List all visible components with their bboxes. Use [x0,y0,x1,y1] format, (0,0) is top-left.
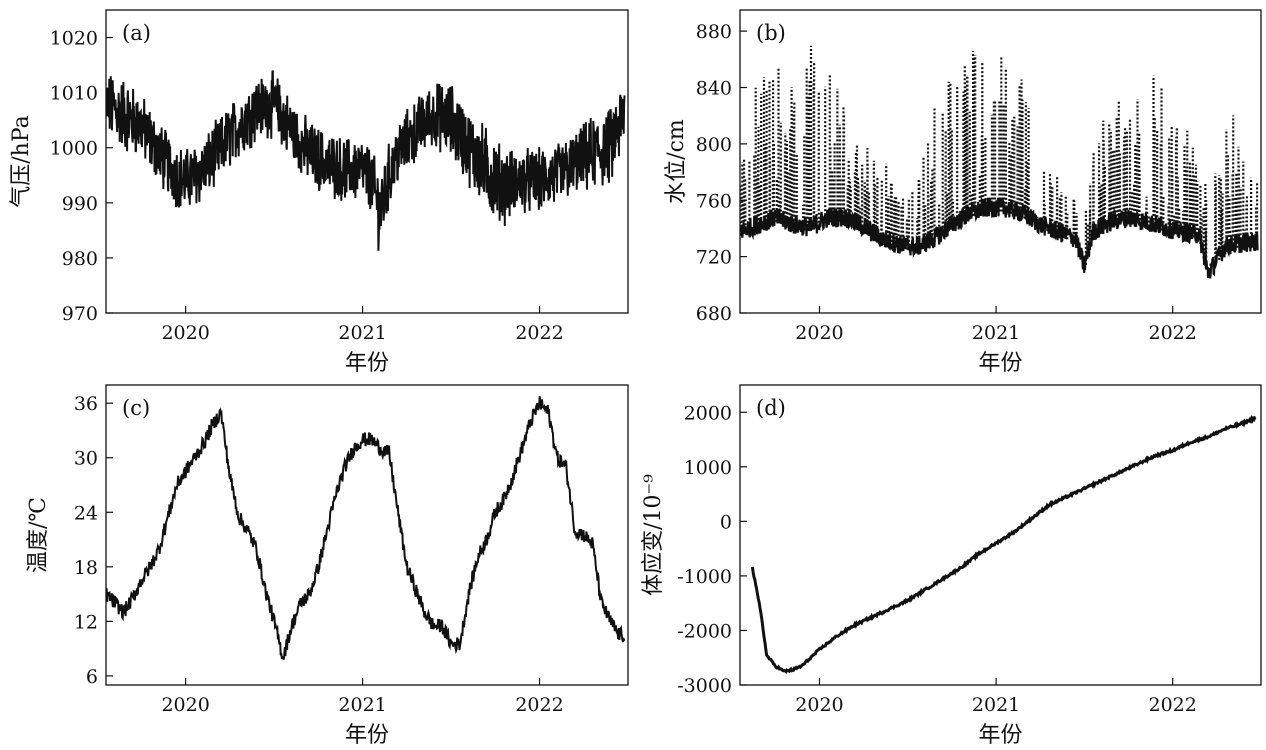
panel-b: 2020 2021 2022 680 720 760 800 840 880 年份 水位/cm (b) [664,9,1262,376]
x-tick-label: 2022 [515,694,563,716]
y-tick-label: 680 [696,303,732,325]
panel-label: (c) [122,396,150,420]
x-axis-label: 年份 [978,723,1022,748]
y-tick-label: 880 [696,21,732,43]
x-tick-label: 2021 [338,694,386,716]
x-axis-label: 年份 [345,723,389,748]
y-tick-label: 760 [696,190,732,212]
y-tick-label: -3000 [677,675,732,697]
x-tick-label: 2022 [1149,694,1197,716]
x-tick-label: 2020 [161,322,209,344]
plot-frame [105,9,629,314]
panel-label: (b) [756,21,786,45]
x-tick-label: 2020 [795,694,843,716]
y-tick-label: 1000 [50,138,98,160]
y-tick-label: 970 [62,303,98,325]
x-axis-label: 年份 [978,351,1022,376]
x-tick-label: 2021 [972,694,1020,716]
pressure-series [106,70,626,251]
panel-label: (a) [122,21,151,45]
y-tick-label: 12 [74,611,98,633]
y-tick-label: 1020 [50,28,98,50]
y-tick-label: 800 [696,134,732,156]
y-tick-label: 24 [74,502,98,524]
y-tick-label: 840 [696,78,732,100]
y-tick-label: 30 [74,448,98,470]
y-axis-label: 水位/cm [664,119,689,204]
y-axis-label: 体应变/10⁻⁹ [641,474,666,596]
y-tick-label: 0 [720,511,732,533]
x-tick-label: 2021 [338,322,386,344]
panel-a: 2020 2021 2022 970 980 990 1000 1010 1020 年份 气压/hP… [9,9,629,376]
x-tick-label: 2020 [161,694,209,716]
plot-frame [739,9,1262,314]
y-tick-label: 1010 [50,83,98,105]
y-axis-label: 气压/hPa [9,115,34,208]
y-tick-label: 1000 [684,457,732,479]
y-tick-label: 2000 [684,402,732,424]
y-tick-label: -1000 [677,566,732,588]
x-tick-label: 2021 [972,322,1020,344]
x-tick-label: 2022 [1149,322,1197,344]
temperature-series [106,396,626,660]
y-tick-label: -2000 [677,620,732,642]
plot-frame [105,384,629,686]
y-tick-label: 36 [74,393,98,415]
x-tick-label: 2022 [515,322,563,344]
panel-c: 2020 2021 2022 6 12 18 24 30 36 年份 温度/℃ (c) [26,384,629,748]
x-axis-label: 年份 [345,351,389,376]
y-axis-label: 温度/℃ [26,497,51,573]
panel-d: 2020 2021 2022 -3000 -2000 -1000 0 1000 2000 年份 体应… [641,384,1262,748]
y-tick-label: 18 [74,557,98,579]
y-tick-label: 980 [62,248,98,270]
y-tick-label: 990 [62,193,98,215]
water-level-spikes [740,45,1259,274]
plot-frame [739,384,1262,686]
y-tick-label: 720 [696,247,732,269]
x-tick-label: 2020 [795,322,843,344]
y-tick-label: 6 [86,666,98,688]
panel-label: (d) [756,396,786,420]
strain-series [750,414,1257,674]
